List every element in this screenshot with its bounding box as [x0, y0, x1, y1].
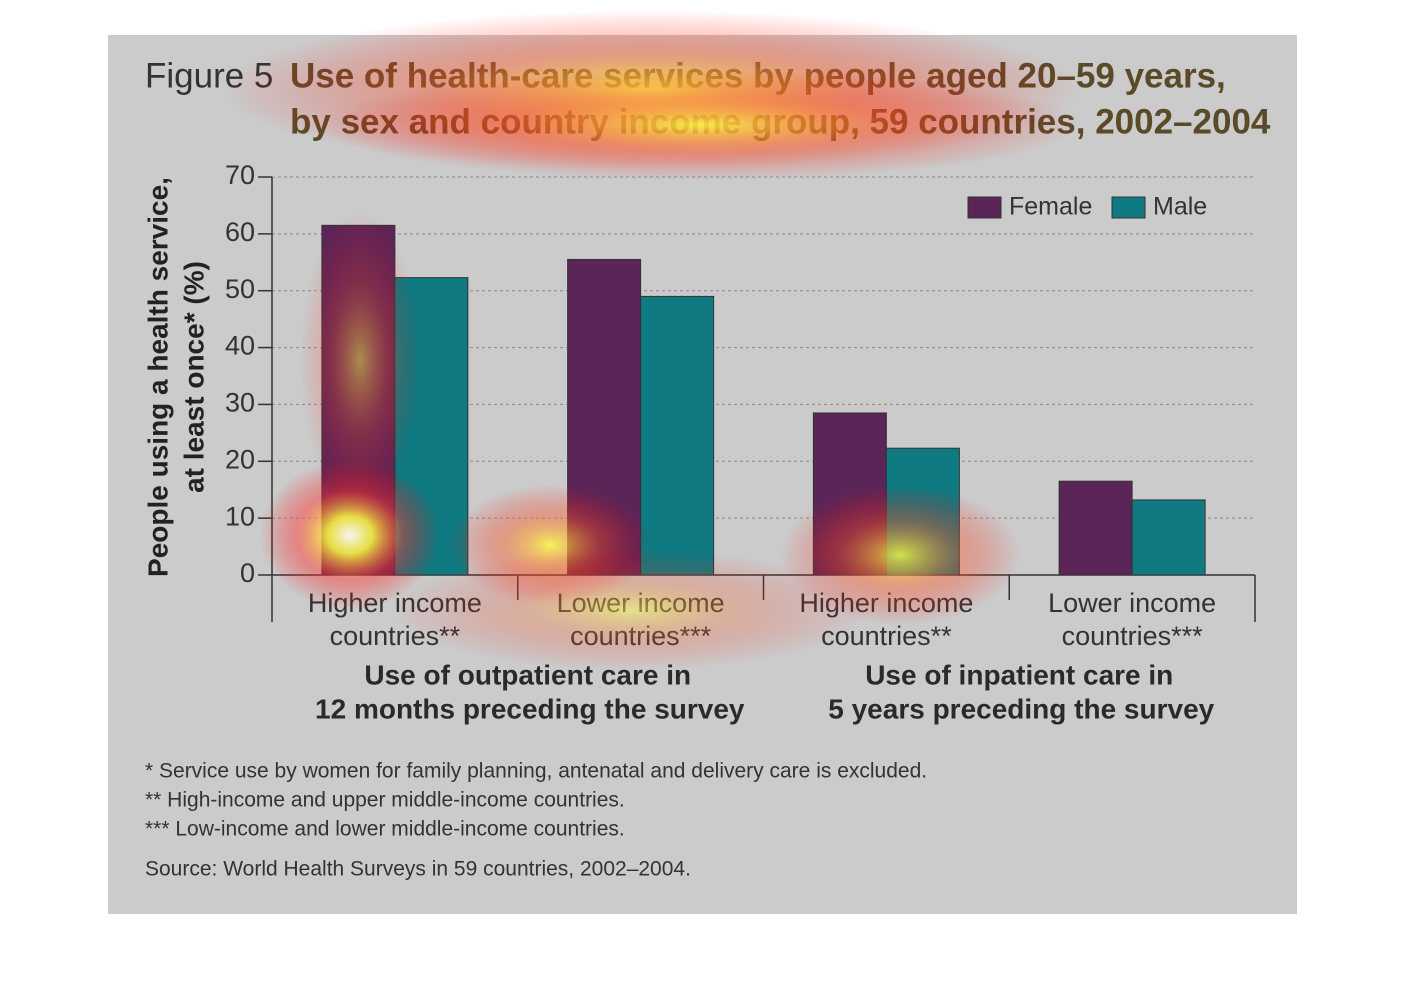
- x-tick-label: Higher income: [308, 588, 482, 618]
- footnote: *** Low-income and lower middle-income c…: [145, 818, 625, 841]
- y-tick-label: 50: [225, 274, 255, 304]
- chart-title: by sex and country income group, 59 coun…: [290, 102, 1271, 141]
- bar: [1058, 480, 1133, 576]
- bar: [640, 295, 715, 576]
- bar: [321, 224, 396, 576]
- x-tick-label: Lower income: [1048, 588, 1216, 618]
- x-tick-label: countries**: [821, 621, 952, 651]
- x-tick-label: countries**: [330, 621, 461, 651]
- x-tick-label: countries***: [570, 621, 712, 651]
- y-axis-label: at least once* (%): [178, 261, 209, 493]
- legend-label: Female: [1009, 193, 1092, 221]
- source: Source: World Health Surveys in 59 count…: [145, 858, 691, 881]
- group-label: Use of outpatient care in: [364, 659, 691, 690]
- bar: [567, 258, 642, 576]
- y-tick-label: 40: [225, 331, 255, 361]
- chart-title: Use of health-care services by people ag…: [290, 56, 1226, 95]
- group-label: 12 months preceding the survey: [315, 693, 745, 724]
- figure-label: Figure 5: [145, 56, 273, 95]
- footnote: ** High-income and upper middle-income c…: [145, 789, 625, 812]
- bar: [1131, 499, 1206, 576]
- legend-label: Male: [1153, 193, 1207, 221]
- y-tick-label: 10: [225, 501, 255, 531]
- y-tick-label: 60: [225, 217, 255, 247]
- legend-swatch: [1111, 196, 1146, 219]
- x-tick-label: Lower income: [557, 588, 725, 618]
- group-label: 5 years preceding the survey: [828, 693, 1214, 724]
- legend-swatch: [967, 196, 1002, 219]
- x-tick-label: Higher income: [799, 588, 973, 618]
- y-tick-label: 20: [225, 444, 255, 474]
- x-tick-label: countries***: [1062, 621, 1204, 651]
- bar: [394, 277, 469, 576]
- bar: [812, 412, 887, 576]
- footnote: * Service use by women for family planni…: [145, 760, 927, 783]
- y-tick-label: 30: [225, 388, 255, 418]
- y-axis-label: People using a health service,: [142, 177, 173, 577]
- y-tick-label: 0: [240, 558, 255, 588]
- bar: [885, 447, 960, 576]
- y-tick-label: 70: [225, 160, 255, 190]
- group-label: Use of inpatient care in: [865, 659, 1173, 690]
